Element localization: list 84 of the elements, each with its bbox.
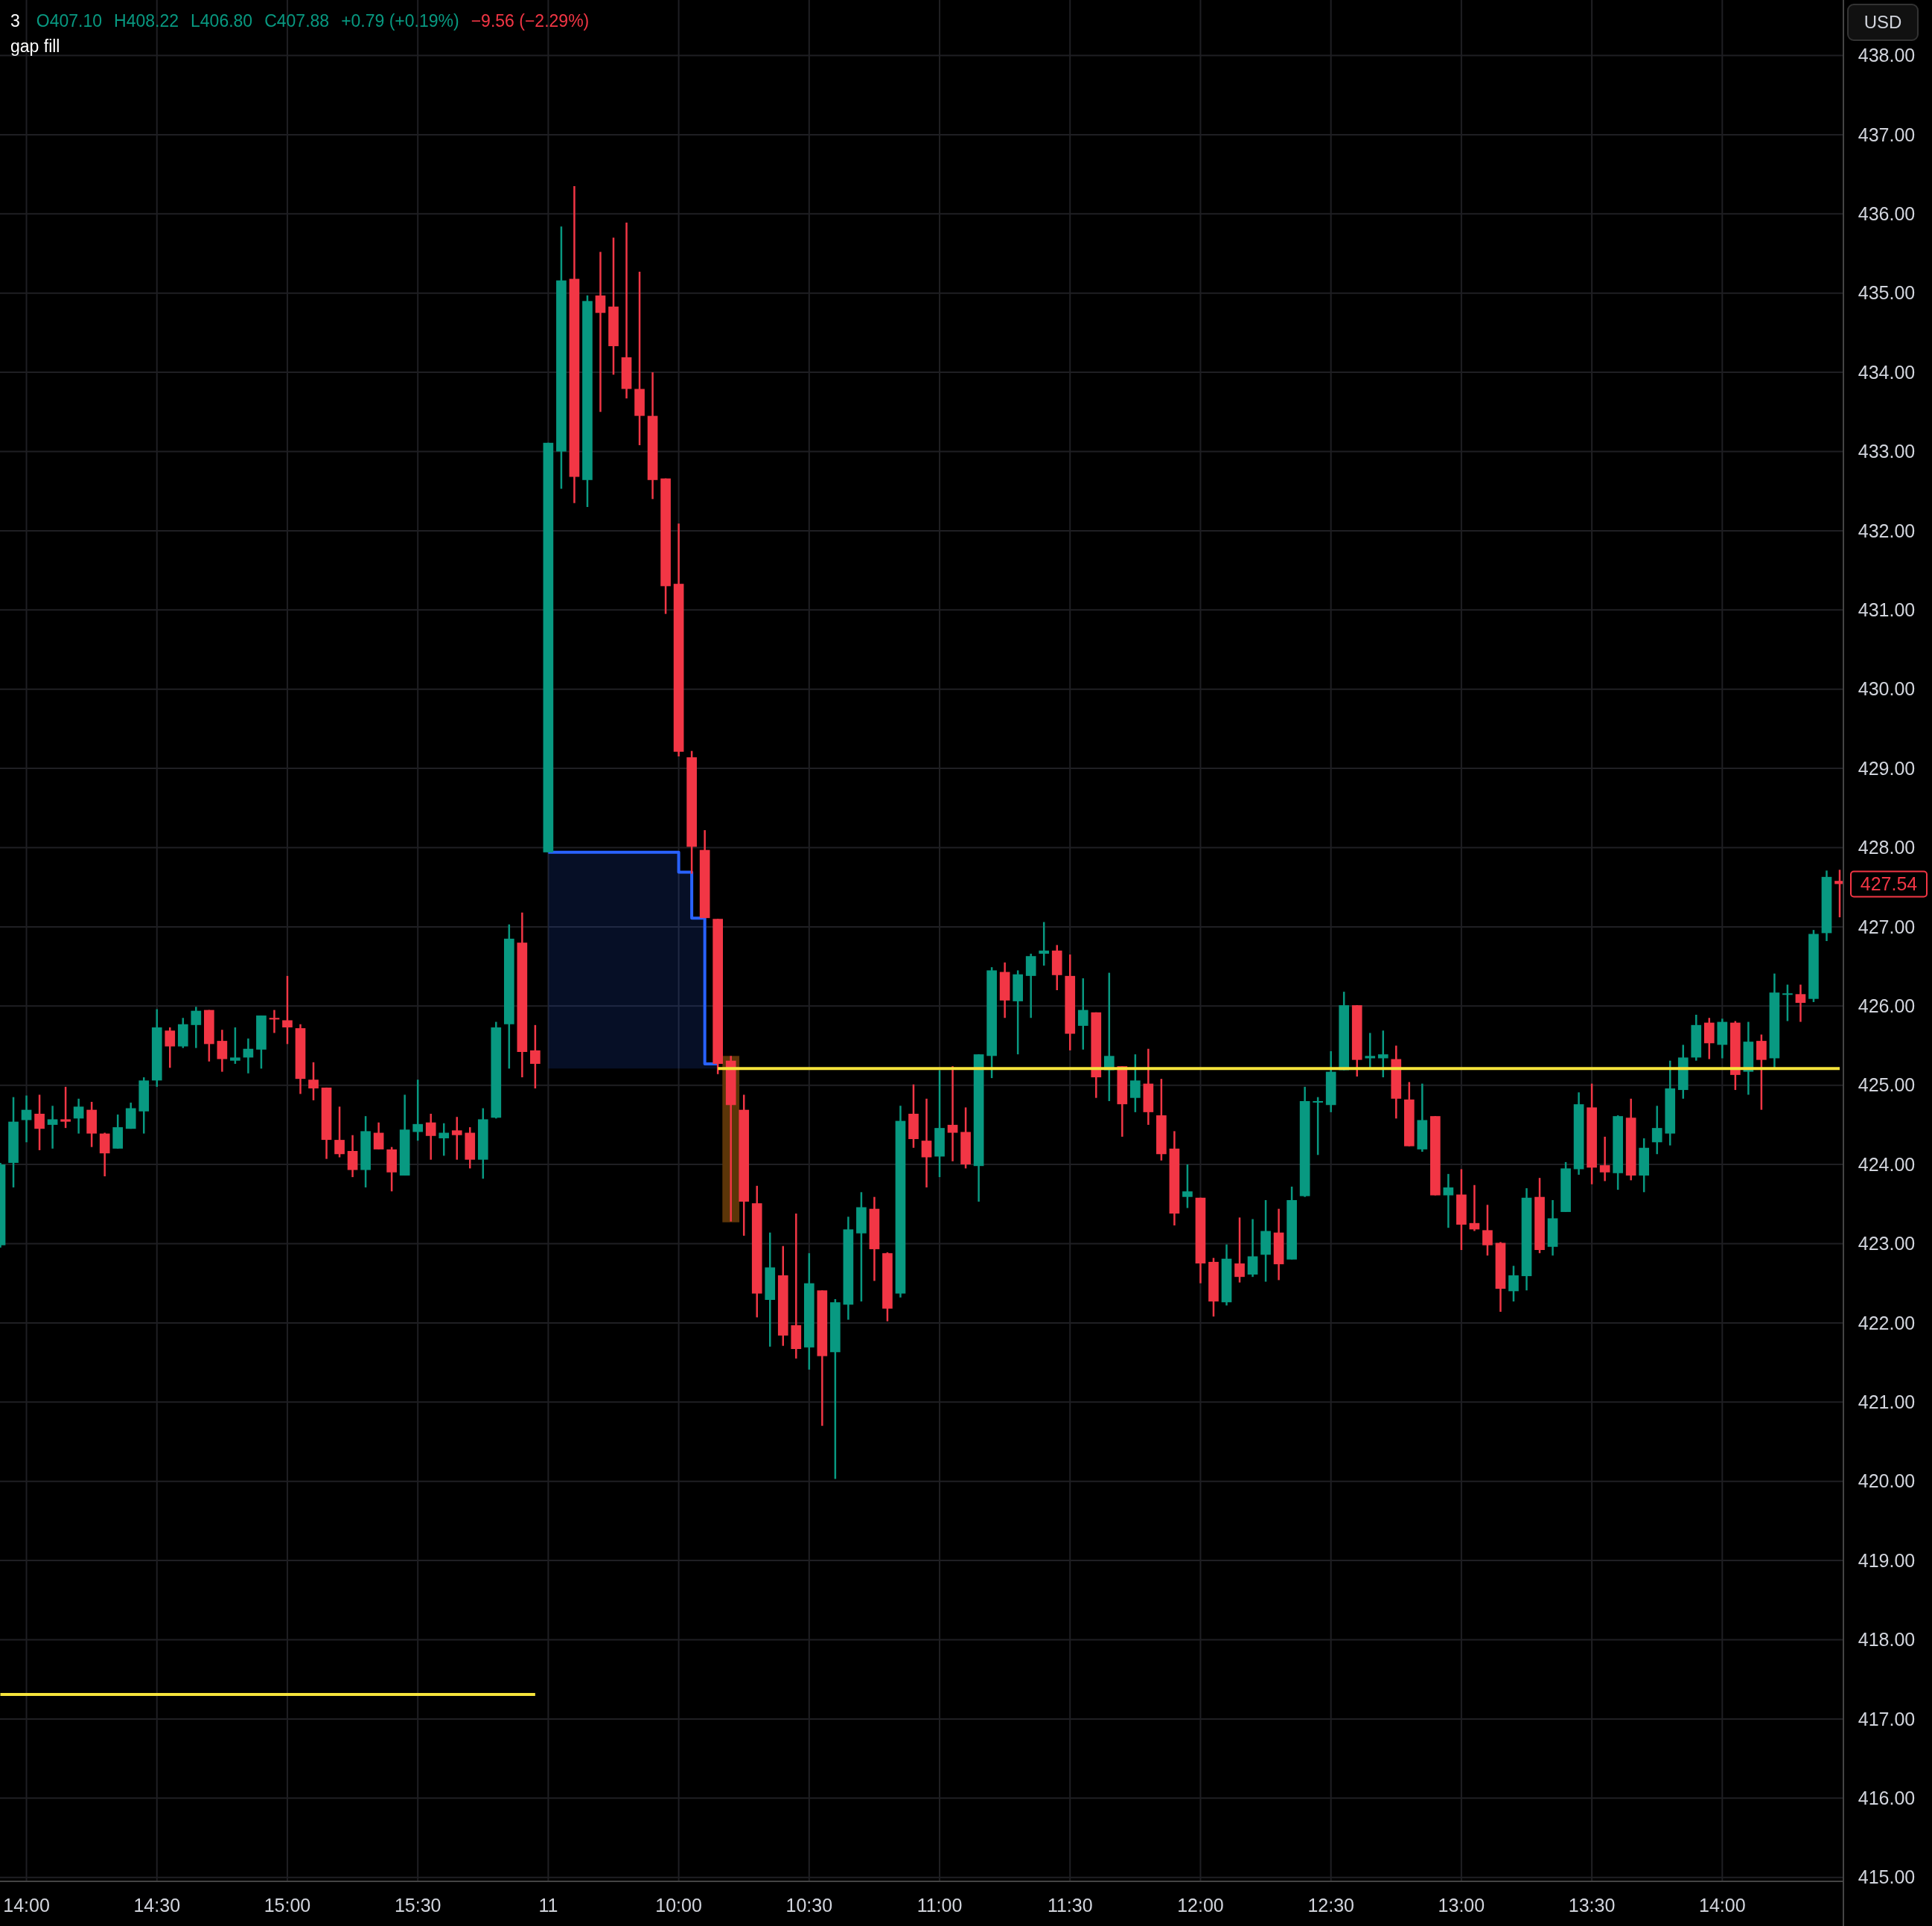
x-tick-label: 11:00	[916, 1895, 963, 1916]
y-tick-label: 425.00	[1858, 1074, 1916, 1096]
candlestick	[947, 1065, 958, 1163]
candlestick	[1482, 1204, 1493, 1257]
y-tick-label: 428.00	[1858, 837, 1916, 858]
y-tick-label: 420.00	[1858, 1470, 1916, 1492]
candlestick	[1795, 983, 1806, 1023]
text: gap fill	[10, 36, 60, 56]
candlestick	[1508, 1265, 1519, 1303]
candlestick	[1130, 1053, 1141, 1114]
text: 427.54	[1860, 873, 1918, 895]
x-tick-label: 15:30	[394, 1895, 441, 1916]
candlestick	[595, 251, 606, 413]
candlestick	[60, 1085, 71, 1129]
candlestick	[230, 1026, 240, 1065]
x-tick-label: 14:00	[1699, 1895, 1746, 1916]
candlestick	[1313, 1096, 1323, 1156]
x-tick-label: 13:00	[1438, 1895, 1485, 1916]
candlestick	[1651, 1105, 1662, 1155]
candlestick	[1599, 1135, 1610, 1182]
y-tick-label: 437.00	[1858, 124, 1916, 145]
y-axis-title: USD	[1864, 12, 1902, 33]
x-tick-label: 14:30	[133, 1895, 181, 1916]
candlestick	[334, 1106, 345, 1158]
candlestick	[165, 1026, 176, 1069]
candlestick	[47, 1105, 58, 1150]
y-tick-label: 422.00	[1858, 1312, 1916, 1333]
y-tick-label: 424.00	[1858, 1153, 1916, 1175]
candlestick	[1039, 921, 1050, 967]
y-tick-label: 431.00	[1858, 599, 1916, 621]
candlestick	[373, 1121, 384, 1151]
y-tick-label: 434.00	[1858, 361, 1916, 383]
candlestick	[73, 1097, 84, 1135]
candlestick	[1782, 983, 1793, 1022]
x-tick-label: 11:30	[1047, 1895, 1093, 1916]
y-tick-label: 433.00	[1858, 441, 1916, 462]
y-tick-label: 415.00	[1858, 1866, 1916, 1888]
candlestick	[1182, 1163, 1193, 1209]
y-tick-label: 416.00	[1858, 1788, 1916, 1809]
y-tick-label: 419.00	[1858, 1549, 1916, 1571]
candlestick	[1234, 1216, 1245, 1284]
candlestick	[439, 1122, 450, 1157]
candlestick	[425, 1112, 436, 1161]
candlestick	[269, 1009, 280, 1034]
y-tick-label: 429.00	[1858, 757, 1916, 779]
y-tick-label: 427.00	[1858, 916, 1916, 937]
annotation: H408.22	[114, 11, 179, 31]
y-tick-label: 430.00	[1858, 678, 1916, 700]
y-tick-label: 423.00	[1858, 1233, 1916, 1254]
candlestick	[412, 1078, 424, 1142]
candlestick	[308, 1061, 319, 1102]
y-tick-label: 435.00	[1858, 282, 1916, 304]
annotation: C407.88	[264, 11, 330, 31]
annotation: O407.10	[36, 11, 103, 31]
candlestick	[1077, 977, 1088, 1051]
x-tick-label: 10:00	[655, 1895, 702, 1916]
y-tick-label: 432.00	[1858, 520, 1916, 541]
candlestick	[530, 1024, 541, 1090]
candlestick	[191, 1006, 202, 1049]
y-tick-label: 436.00	[1858, 203, 1916, 225]
candlestick	[921, 1097, 932, 1189]
annotation: +0.79 (+0.19%)	[341, 11, 459, 31]
x-tick-label: 13:30	[1568, 1895, 1616, 1916]
y-tick-label: 417.00	[1858, 1708, 1916, 1729]
text: 3	[10, 11, 20, 31]
y-tick-label: 421.00	[1858, 1391, 1916, 1413]
x-tick-label: 11	[538, 1895, 558, 1916]
candlestick	[282, 975, 293, 1045]
candlestick	[1365, 1032, 1376, 1069]
y-tick-label: 426.00	[1858, 995, 1916, 1017]
annotation: L406.80	[191, 11, 253, 31]
x-tick-label: 10:30	[785, 1895, 833, 1916]
annotation: −9.56 (−2.29%)	[471, 11, 590, 31]
y-tick-label: 438.00	[1858, 45, 1916, 66]
y-tick-label: 418.00	[1858, 1629, 1916, 1651]
x-tick-label: 12:00	[1177, 1895, 1224, 1916]
x-tick-label: 12:30	[1307, 1895, 1354, 1916]
candlestick	[1469, 1184, 1480, 1232]
candlestick	[34, 1094, 45, 1152]
x-tick-label: 15:00	[264, 1895, 311, 1916]
x-tick-label: 14:00	[3, 1895, 50, 1916]
candlestick	[1443, 1173, 1454, 1229]
candlestick	[1377, 1030, 1389, 1079]
candlestick	[451, 1115, 462, 1161]
